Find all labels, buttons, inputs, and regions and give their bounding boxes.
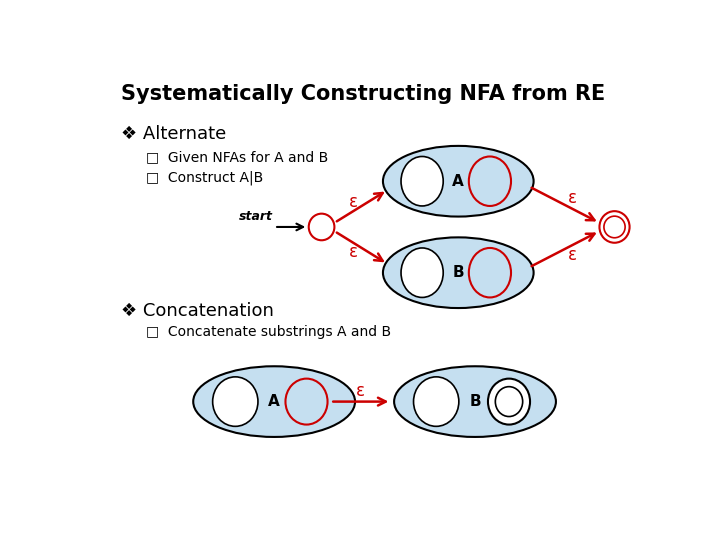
Ellipse shape bbox=[469, 248, 511, 298]
Ellipse shape bbox=[401, 248, 444, 298]
Text: □  Concatenate substrings A and B: □ Concatenate substrings A and B bbox=[145, 325, 391, 339]
Ellipse shape bbox=[285, 379, 328, 424]
Ellipse shape bbox=[488, 379, 530, 424]
Text: ε: ε bbox=[356, 382, 365, 400]
Ellipse shape bbox=[309, 214, 334, 240]
Ellipse shape bbox=[469, 157, 511, 206]
Ellipse shape bbox=[413, 377, 459, 427]
Text: start: start bbox=[239, 210, 273, 223]
Ellipse shape bbox=[394, 366, 556, 437]
Ellipse shape bbox=[383, 146, 534, 217]
Text: A: A bbox=[269, 394, 280, 409]
Ellipse shape bbox=[193, 366, 355, 437]
Text: ε: ε bbox=[348, 193, 358, 211]
Text: B: B bbox=[452, 265, 464, 280]
Text: ε: ε bbox=[348, 242, 358, 261]
Text: □  Given NFAs for A and B: □ Given NFAs for A and B bbox=[145, 150, 328, 164]
Text: Systematically Constructing NFA from RE: Systematically Constructing NFA from RE bbox=[121, 84, 605, 104]
Ellipse shape bbox=[383, 238, 534, 308]
Ellipse shape bbox=[495, 387, 523, 416]
Text: □  Construct A|B: □ Construct A|B bbox=[145, 171, 263, 185]
Text: ε: ε bbox=[567, 190, 577, 207]
Text: A: A bbox=[452, 174, 464, 188]
Ellipse shape bbox=[600, 211, 629, 243]
Text: B: B bbox=[469, 394, 481, 409]
Ellipse shape bbox=[604, 216, 625, 238]
Text: ε: ε bbox=[567, 246, 577, 265]
Text: ❖ Alternate: ❖ Alternate bbox=[121, 125, 226, 143]
Ellipse shape bbox=[212, 377, 258, 427]
Ellipse shape bbox=[401, 157, 444, 206]
Text: ❖ Concatenation: ❖ Concatenation bbox=[121, 302, 274, 320]
